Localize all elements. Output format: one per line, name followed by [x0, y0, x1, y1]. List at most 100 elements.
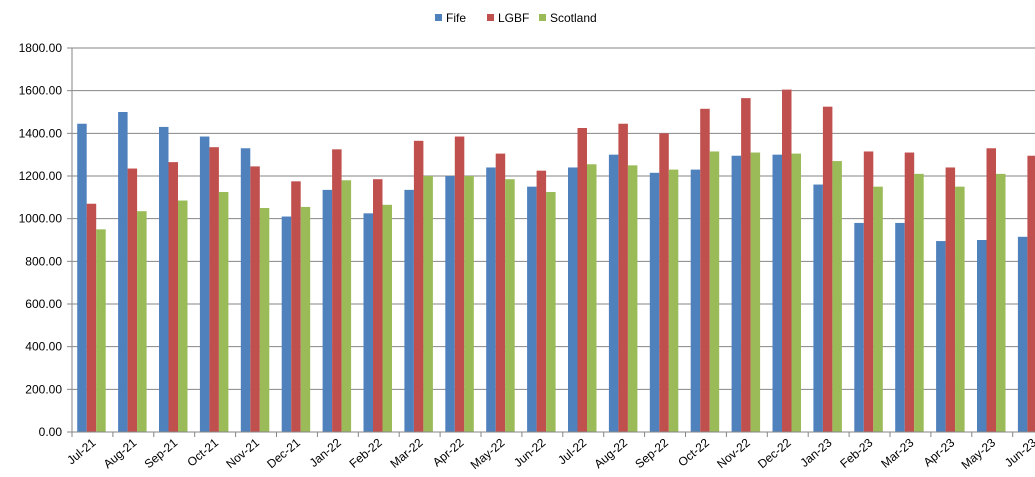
- x-tick-label: Jan-22: [307, 435, 344, 470]
- bar-fife: [731, 155, 742, 432]
- bar-scotland: [505, 179, 515, 432]
- bar-fife: [608, 154, 619, 432]
- bar-lgbf: [782, 89, 792, 432]
- y-tick-label: 0.00: [39, 425, 63, 439]
- bar-scotland: [955, 186, 965, 432]
- x-tick-label: Mar-23: [878, 435, 916, 470]
- y-tick-label: 200.00: [25, 382, 62, 396]
- bar-scotland: [341, 180, 352, 432]
- x-axis-ticks: Jul-21 Aug-21 Sep-21 Oct-21 Nov-21 Dec-21 Jan-…: [64, 432, 1035, 472]
- x-tick-label: Jun-23: [1002, 435, 1035, 470]
- bar-fife: [240, 148, 251, 432]
- x-tick-label: Mar-22: [387, 435, 425, 470]
- x-tick-label: Oct-22: [675, 435, 712, 469]
- x-tick-label: Dec-22: [755, 435, 794, 471]
- y-tick-label: 800.00: [25, 254, 62, 268]
- bar-scotland: [464, 176, 474, 432]
- bar-fife: [895, 222, 905, 432]
- bar-fife: [404, 189, 414, 432]
- bar-fife: [690, 169, 701, 432]
- bar-lgbf: [863, 151, 874, 432]
- bar-lgbf: [291, 181, 301, 432]
- x-tick-label: Jul-22: [555, 435, 589, 467]
- legend-label-fife: Fife: [446, 11, 466, 25]
- bar-lgbf: [945, 167, 956, 432]
- y-tick-label: 1000.00: [19, 212, 63, 226]
- bar-lgbf: [618, 123, 628, 432]
- x-tick-label: Jun-22: [511, 435, 548, 470]
- bar-lgbf: [168, 162, 178, 432]
- bar-scotland: [218, 192, 229, 432]
- bar-lgbf: [659, 133, 669, 433]
- bar-scotland: [750, 152, 761, 433]
- bar-fife: [322, 189, 333, 432]
- x-tick-label: Aug-22: [591, 435, 630, 471]
- bar-fife: [649, 172, 660, 433]
- bar-fife: [977, 240, 987, 432]
- legend-swatch-fife: [435, 14, 442, 21]
- x-tick-label: Dec-21: [264, 435, 303, 471]
- bar-lgbf: [986, 148, 996, 432]
- bar-scotland: [627, 165, 638, 433]
- y-tick-label: 1800.00: [19, 41, 63, 55]
- bar-lgbf: [536, 170, 547, 432]
- legend-swatch-scotland: [539, 14, 546, 21]
- bar-fife: [813, 184, 823, 432]
- x-tick-label: Apr-22: [430, 435, 467, 469]
- bar-scotland: [873, 186, 883, 432]
- bar-fife: [936, 241, 946, 432]
- bar-scotland: [914, 173, 924, 432]
- x-tick-label: May-23: [959, 435, 999, 472]
- bar-fife: [199, 136, 210, 433]
- bar-lgbf: [577, 128, 587, 432]
- x-tick-label: Jul-21: [64, 435, 98, 467]
- bar-lgbf: [373, 179, 383, 432]
- bar-lgbf: [904, 152, 915, 433]
- bars: [77, 89, 1035, 433]
- axes: [71, 48, 1035, 433]
- x-tick-label: Sep-22: [632, 435, 671, 471]
- legend: Fife LGBF Scotland: [435, 11, 597, 25]
- x-tick-label: Nov-22: [714, 435, 753, 471]
- bar-fife: [281, 216, 292, 432]
- bar-fife: [159, 126, 169, 432]
- bar-fife: [527, 186, 537, 432]
- bar-fife: [1017, 236, 1028, 432]
- bar-lgbf: [822, 106, 833, 433]
- bar-fife: [118, 112, 128, 432]
- y-tick-label: 1400.00: [19, 126, 63, 140]
- bar-fife: [772, 154, 782, 432]
- bar-scotland: [259, 208, 270, 432]
- legend-label-scotland: Scotland: [550, 11, 597, 25]
- bar-scotland: [300, 206, 311, 432]
- y-tick-label: 1600.00: [19, 84, 63, 98]
- x-tick-label: Oct-21: [184, 435, 221, 469]
- bar-fife: [363, 213, 373, 432]
- y-axis-ticks: 0.00 200.00 400.00 600.00 800.00 1000.00 1200.…: [19, 41, 72, 439]
- bar-scotland: [423, 176, 433, 432]
- bar-scotland: [178, 200, 188, 432]
- x-tick-label: Aug-21: [101, 435, 140, 471]
- bar-fife: [486, 167, 496, 432]
- bar-lgbf: [495, 153, 506, 432]
- x-tick-label: Nov-21: [223, 435, 262, 471]
- bar-fife: [445, 176, 455, 432]
- bar-scotland: [382, 204, 392, 432]
- x-tick-label: Feb-22: [347, 435, 385, 470]
- bar-scotland: [546, 192, 556, 432]
- bar-fife: [77, 123, 87, 432]
- bar-lgbf: [209, 147, 219, 432]
- legend-swatch-lgbf: [487, 14, 494, 21]
- legend-label-lgbf: LGBF: [498, 11, 529, 25]
- bar-scotland: [832, 161, 842, 433]
- bar-lgbf: [250, 166, 260, 432]
- bar-scotland: [137, 211, 147, 432]
- bar-scotland: [709, 151, 720, 432]
- y-tick-label: 1200.00: [19, 169, 63, 183]
- bar-lgbf: [86, 203, 97, 432]
- bar-fife: [854, 222, 864, 432]
- y-tick-label: 400.00: [25, 340, 62, 354]
- bar-lgbf: [413, 140, 424, 433]
